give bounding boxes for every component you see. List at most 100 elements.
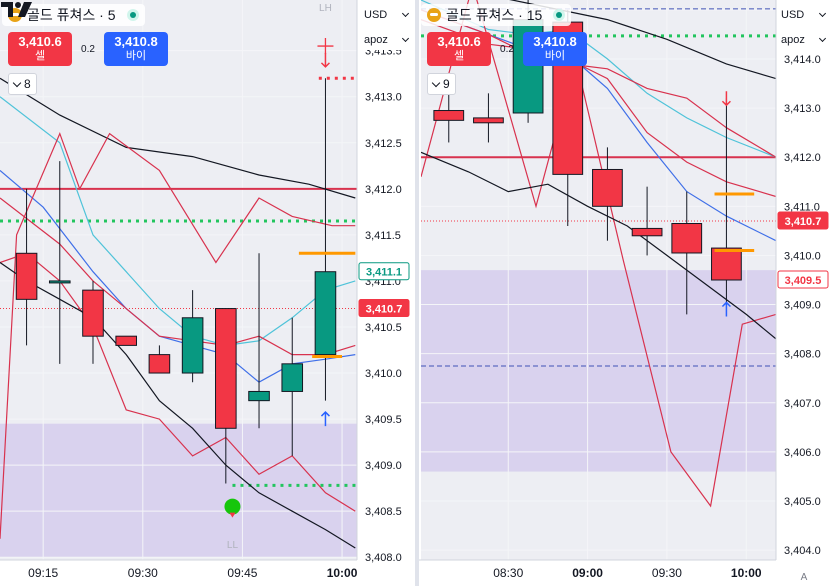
moving-average-line-6 (0, 262, 356, 549)
sell-arrow-down-icon (721, 91, 731, 107)
sell-label: 셀 (34, 50, 46, 62)
candle-body (671, 223, 703, 254)
time-axis-tick-label: 08:30 (493, 566, 523, 580)
panel-divider[interactable] (415, 0, 419, 586)
moving-average-line-4 (0, 252, 356, 512)
trade-buttons: 3,410.6 셀 0.2 3,410.8 바이 (8, 32, 168, 66)
price-axis-tick-label: 3,410.0 (365, 368, 402, 380)
candle-body (148, 354, 171, 374)
last-price-badge-box (777, 211, 829, 230)
chart-canvas-5min[interactable]: LH LL 3,408.0 3,408.5 3,409.0 3,409.5 3,410.0 3… (0, 0, 415, 586)
candle-body (711, 247, 742, 281)
candle-body (592, 168, 623, 207)
buy-price: 3,410.8 (533, 34, 577, 49)
secondary-price-badge-box (777, 270, 829, 289)
indicator-count: 8 (24, 77, 31, 91)
buy-arrow-up-icon (721, 301, 731, 317)
gold-coin-icon (427, 8, 441, 22)
time-axis-tick-label: 09:00 (572, 566, 603, 580)
price-axis-tick-label: 3,406.0 (784, 447, 821, 459)
chart-canvas-15min[interactable]: 3,404.0 3,405.0 3,406.0 3,407.0 3,408.0 3,409… (419, 0, 834, 586)
candle-body (215, 308, 237, 429)
moving-average-line-1 (421, 0, 776, 158)
green-signal-circle (224, 498, 241, 515)
range-band (0, 423, 357, 558)
last-price-badge: 3,410.7 (366, 304, 403, 316)
market-open-dot-icon (553, 9, 566, 21)
scale-mode-select[interactable]: apoz (360, 30, 412, 50)
candle-body (248, 390, 270, 402)
buy-button[interactable]: 3,410.8 바이 (523, 32, 587, 66)
currency-select[interactable]: USD (360, 5, 412, 25)
sell-button[interactable]: 3,410.6 셀 (8, 32, 72, 66)
currency-label: USD (364, 9, 388, 21)
moving-average-line-4 (421, 19, 776, 158)
chart-panel-15min[interactable]: 3,404.0 3,405.0 3,406.0 3,407.0 3,408.0 3,409… (419, 0, 834, 586)
last-price-badge-box (358, 299, 410, 318)
buy-arrow-up-icon (320, 411, 330, 427)
price-axis-tick-label: 3,409.5 (365, 414, 402, 426)
buy-label: 바이 (125, 50, 147, 62)
moving-average-line-5 (0, 131, 356, 539)
time-axis-tick-label: 09:15 (28, 566, 58, 580)
candle-body (82, 289, 104, 337)
secondary-price-badge: 3,411.1 (366, 267, 402, 279)
symbol-legend[interactable]: 골드 퓨쳐스 · 5 (2, 4, 145, 26)
symbol-title: 골드 퓨쳐스 · 5 (27, 7, 116, 23)
candle-body (314, 271, 337, 356)
plot-area (0, 0, 357, 560)
sell-price: 3,410.6 (18, 34, 62, 49)
candle-body (115, 335, 137, 346)
price-axis-tick-label: 3,405.0 (784, 496, 821, 508)
secondary-price-badge-box (358, 262, 410, 281)
buy-label: 바이 (544, 50, 566, 62)
price-axis-tick-label: 3,411.5 (365, 230, 401, 242)
chevron-down-icon (818, 9, 827, 18)
price-axis-tick-label: 3,408.0 (365, 552, 402, 564)
currency-label: USD (781, 9, 805, 21)
spread-value: 0.2 (500, 43, 514, 55)
red-triangle-marker (229, 512, 236, 518)
price-axis-tick-label: 3,412.0 (365, 184, 402, 196)
moving-average-line-0 (509, 0, 776, 80)
sell-button[interactable]: 3,410.6 셀 (427, 32, 491, 66)
time-axis-tick-label: 09:45 (227, 566, 257, 580)
scale-mode-select[interactable]: apoz (777, 30, 829, 50)
annotation-ll: LL (227, 540, 239, 551)
auto-scale-label: A (801, 572, 808, 583)
currency-select[interactable]: USD (777, 5, 829, 25)
buy-price: 3,410.8 (114, 34, 158, 49)
symbol-legend[interactable]: 골드 퓨쳐스 · 15 (421, 4, 572, 26)
chevron-down-icon (818, 34, 827, 43)
candle-body (15, 252, 38, 300)
candle-body (281, 363, 304, 392)
buy-button[interactable]: 3,410.8 바이 (104, 32, 168, 66)
chart-panel-5min[interactable]: LH LL 3,408.0 3,408.5 3,409.0 3,409.5 3,410.0 3… (0, 0, 415, 586)
time-axis-tick-label: 09:30 (128, 566, 158, 580)
sell-price: 3,410.6 (437, 34, 481, 49)
cross-marker-icon (317, 38, 334, 55)
candle-body (181, 317, 204, 374)
price-axis-tick-label: 3,404.0 (784, 545, 821, 557)
price-axis-tick-label: 3,409.0 (365, 460, 402, 472)
price-axis-tick-label: 3,410.0 (784, 250, 821, 262)
moving-average-line-5 (421, 0, 776, 508)
moving-average-line-2 (421, 9, 776, 242)
scale-mode-label: apoz (781, 34, 805, 46)
candle-body (48, 280, 71, 284)
candle-body (473, 117, 504, 124)
price-axis-tick-label: 3,412.0 (784, 152, 821, 164)
moving-average-line-3 (421, 9, 776, 198)
price-axis-tick-label: 3,412.5 (365, 138, 402, 150)
symbol-title: 골드 퓨쳐스 · 15 (446, 7, 543, 23)
chevron-down-icon (12, 78, 22, 87)
indicators-toggle[interactable]: 9 (427, 73, 456, 95)
price-axis-tick-label: 3,413.0 (365, 92, 402, 104)
indicators-toggle[interactable]: 8 (8, 73, 37, 95)
tradingview-logo-icon (1, 2, 32, 17)
scale-mode-label: apoz (364, 34, 388, 46)
last-price-badge: 3,410.7 (785, 216, 822, 228)
secondary-price-badge: 3,409.5 (785, 275, 822, 287)
market-open-dot-icon (126, 9, 139, 21)
time-axis-tick-label: 10:00 (327, 566, 358, 580)
